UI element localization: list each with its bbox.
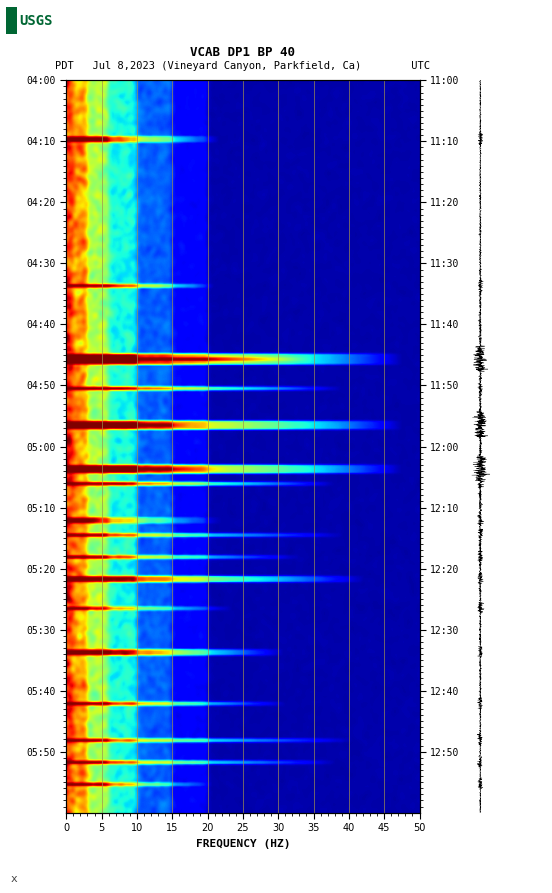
Text: USGS: USGS	[19, 13, 52, 28]
Text: x: x	[11, 874, 18, 884]
FancyBboxPatch shape	[6, 7, 17, 34]
X-axis label: FREQUENCY (HZ): FREQUENCY (HZ)	[195, 839, 290, 848]
Text: PDT   Jul 8,2023 (Vineyard Canyon, Parkfield, Ca)        UTC: PDT Jul 8,2023 (Vineyard Canyon, Parkfie…	[55, 62, 431, 71]
Text: VCAB DP1 BP 40: VCAB DP1 BP 40	[190, 46, 295, 59]
